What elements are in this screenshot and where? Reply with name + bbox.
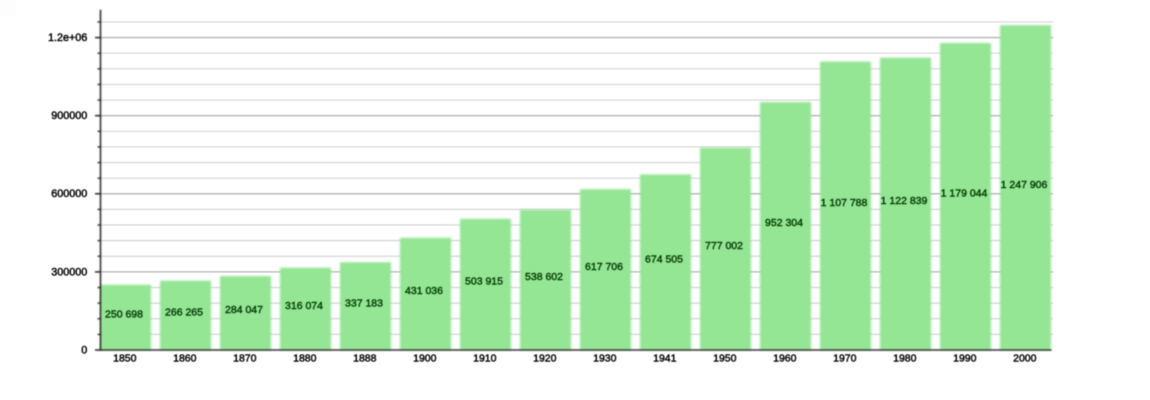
- svg-text:2000: 2000: [1013, 353, 1037, 365]
- svg-text:600000: 600000: [51, 188, 87, 200]
- svg-text:1 179 044: 1 179 044: [941, 188, 988, 200]
- svg-text:1941: 1941: [653, 353, 677, 365]
- svg-text:1960: 1960: [773, 353, 797, 365]
- svg-text:1860: 1860: [173, 353, 197, 365]
- svg-text:1.2e+06: 1.2e+06: [48, 32, 87, 44]
- svg-text:538 602: 538 602: [525, 271, 563, 283]
- svg-text:777 002: 777 002: [705, 240, 743, 252]
- svg-text:250 698: 250 698: [105, 309, 143, 321]
- svg-text:1910: 1910: [473, 353, 497, 365]
- svg-text:0: 0: [81, 344, 87, 356]
- svg-text:674 505: 674 505: [645, 253, 683, 265]
- svg-text:1950: 1950: [713, 353, 737, 365]
- svg-text:1870: 1870: [233, 353, 257, 365]
- svg-text:316 074: 316 074: [285, 300, 323, 312]
- svg-text:1930: 1930: [593, 353, 617, 365]
- svg-text:1980: 1980: [893, 353, 917, 365]
- svg-text:300000: 300000: [51, 266, 87, 278]
- svg-text:1850: 1850: [113, 353, 137, 365]
- svg-text:1990: 1990: [953, 353, 977, 365]
- svg-text:952 304: 952 304: [765, 217, 803, 229]
- svg-text:431 036: 431 036: [405, 285, 443, 297]
- svg-text:1900: 1900: [413, 353, 437, 365]
- svg-text:617 706: 617 706: [585, 261, 623, 273]
- svg-text:1880: 1880: [293, 353, 317, 365]
- svg-text:900000: 900000: [51, 110, 87, 122]
- svg-text:337 183: 337 183: [345, 297, 383, 309]
- svg-text:266 265: 266 265: [165, 307, 203, 319]
- svg-text:503 915: 503 915: [465, 276, 503, 288]
- svg-text:1 247 906: 1 247 906: [1001, 179, 1048, 191]
- svg-text:1970: 1970: [833, 353, 857, 365]
- svg-text:1 122 839: 1 122 839: [881, 195, 928, 207]
- svg-text:284 047: 284 047: [225, 304, 263, 316]
- svg-text:1888: 1888: [353, 353, 377, 365]
- svg-text:1920: 1920: [533, 353, 557, 365]
- svg-text:1 107 788: 1 107 788: [821, 197, 868, 209]
